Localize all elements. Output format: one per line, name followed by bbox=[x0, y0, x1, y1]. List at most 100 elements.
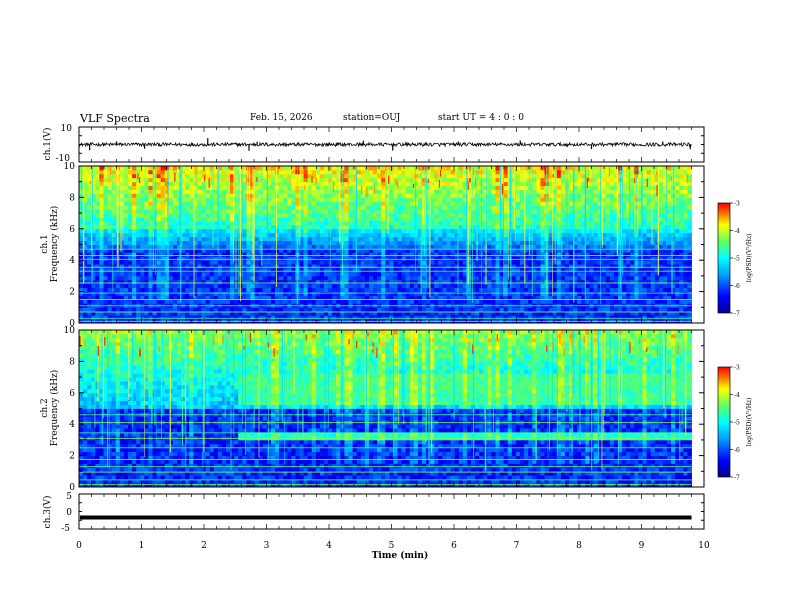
spectrogram-cell bbox=[426, 220, 431, 226]
spectrogram-cell bbox=[193, 166, 198, 171]
spectrogram-cell bbox=[409, 295, 415, 300]
spectrogram-cell bbox=[454, 173, 460, 179]
spectrogram-cell bbox=[483, 295, 488, 300]
spectrogram-cell bbox=[287, 169, 292, 175]
spectrogram-cell bbox=[385, 197, 390, 202]
spectrogram-cell bbox=[483, 240, 488, 245]
spectrogram-cell bbox=[307, 256, 313, 261]
spectrogram-cell bbox=[515, 209, 521, 214]
spectrogram-cell bbox=[560, 260, 566, 265]
spectrogram-cell bbox=[103, 224, 108, 230]
spectrogram-cell bbox=[352, 169, 358, 175]
spectrogram-cell bbox=[377, 185, 382, 190]
spectrogram-cell bbox=[291, 315, 296, 320]
spectrogram-cell bbox=[279, 287, 284, 293]
spectrogram-cell bbox=[270, 307, 276, 312]
spectrogram-cell bbox=[368, 197, 374, 202]
spectrogram-cell bbox=[307, 232, 313, 238]
spectrogram-cell bbox=[524, 201, 529, 206]
spectrogram-cell bbox=[466, 232, 472, 238]
spectrogram-cell bbox=[140, 169, 145, 175]
spectrogram-cell bbox=[83, 271, 88, 277]
spectrogram-cell bbox=[307, 283, 313, 289]
spectrogram-cell bbox=[107, 264, 113, 269]
spectrogram-cell bbox=[193, 295, 198, 300]
spectrogram-cell bbox=[246, 283, 251, 289]
spectrogram-cell bbox=[209, 244, 215, 249]
spectrogram-cell bbox=[189, 189, 194, 194]
spectrogram-cell bbox=[471, 189, 476, 194]
spectrogram-cell bbox=[560, 244, 566, 249]
spectrogram-cell bbox=[319, 213, 325, 218]
spectrogram-cell bbox=[87, 217, 92, 222]
spectrogram-cell bbox=[454, 268, 460, 273]
spectrogram-cell bbox=[536, 166, 541, 171]
spectrogram-cell bbox=[95, 228, 100, 234]
spectrogram-cell bbox=[373, 283, 378, 289]
spectrogram-cell bbox=[348, 224, 353, 230]
spectrogram-cell bbox=[79, 240, 84, 245]
spectrogram-cell bbox=[103, 271, 108, 277]
spectrogram-cell bbox=[511, 240, 517, 245]
spectrogram-cell bbox=[185, 232, 190, 238]
spectrogram-cell bbox=[99, 275, 104, 281]
spectrogram-cell bbox=[136, 224, 141, 230]
spectrogram-cell bbox=[454, 260, 460, 265]
spectrogram-cell bbox=[213, 315, 219, 320]
spectrogram-cell bbox=[336, 224, 341, 230]
spectrogram-cell bbox=[217, 224, 223, 230]
spectrogram-cell bbox=[348, 264, 353, 269]
spectrogram-cell bbox=[442, 287, 447, 293]
spectrogram-cell bbox=[123, 244, 129, 249]
spectrogram-cell bbox=[217, 256, 223, 261]
spectrogram-cell bbox=[148, 311, 153, 316]
spectrogram-cell bbox=[201, 291, 206, 296]
spectrogram-cell bbox=[99, 201, 104, 206]
spectrogram-cell bbox=[226, 283, 231, 289]
spectrogram-cell bbox=[536, 177, 541, 183]
spectrogram-cell bbox=[364, 268, 370, 273]
spectrogram-cell bbox=[193, 181, 198, 187]
spectrogram-cell bbox=[144, 260, 149, 265]
spectrogram-cell bbox=[491, 169, 496, 175]
spectrogram-cell bbox=[172, 264, 178, 269]
spectrogram-cell bbox=[360, 220, 366, 226]
spectrogram-cell bbox=[368, 315, 374, 320]
spectrogram-cell bbox=[168, 166, 174, 171]
spectrogram-cell bbox=[364, 166, 370, 171]
spectrogram-cell bbox=[393, 268, 398, 273]
spectrogram-cell bbox=[119, 224, 125, 230]
spectrogram-cell bbox=[495, 295, 500, 300]
spectrogram-cell bbox=[446, 193, 451, 198]
spectrogram-cell bbox=[581, 264, 586, 269]
spectrogram-cell bbox=[577, 181, 582, 187]
spectrogram-cell bbox=[258, 268, 264, 273]
spectrogram-cell bbox=[368, 311, 374, 316]
spectrogram-cell bbox=[413, 236, 419, 241]
spectrogram-cell bbox=[364, 271, 370, 277]
spectrogram-cell bbox=[250, 315, 255, 320]
spectrogram-cell bbox=[536, 220, 541, 226]
spectrogram-cell bbox=[111, 228, 117, 234]
spectrogram-cell bbox=[221, 181, 227, 187]
spectrogram-cell bbox=[160, 173, 166, 179]
spectrogram-cell bbox=[524, 291, 529, 296]
spectrogram-cell bbox=[401, 271, 407, 277]
spectrogram-cell bbox=[487, 283, 492, 289]
spectrogram-cell bbox=[156, 244, 162, 249]
spectrogram-cell bbox=[189, 177, 194, 183]
spectrogram-cell bbox=[352, 287, 358, 293]
spectrogram-cell bbox=[515, 299, 521, 304]
spectrogram-cell bbox=[450, 291, 456, 296]
spectrogram-cell bbox=[95, 315, 100, 320]
spectrogram-cell bbox=[103, 248, 108, 253]
spectrogram-cell bbox=[156, 311, 162, 316]
spectrogram-cell bbox=[79, 244, 84, 249]
spectrogram-cell bbox=[270, 268, 276, 273]
spectrogram-cell bbox=[426, 287, 431, 293]
spectrogram-cell bbox=[128, 189, 133, 194]
spectrogram-cell bbox=[548, 295, 554, 300]
spectrogram-cell bbox=[356, 311, 362, 316]
spectrogram-cell bbox=[95, 268, 100, 273]
spectrogram-cell bbox=[385, 252, 390, 257]
